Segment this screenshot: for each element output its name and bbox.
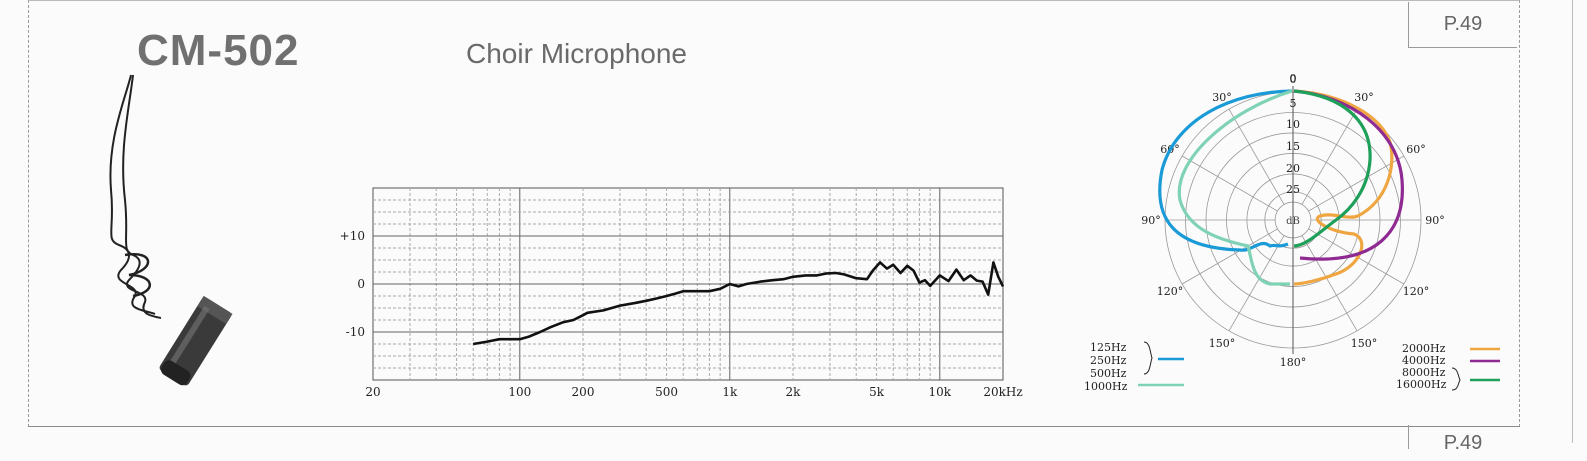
polar-curves <box>1158 89 1404 286</box>
mic-collar <box>197 295 233 325</box>
curve-2000hz <box>1293 89 1394 286</box>
model-number: CM-502 <box>137 26 300 75</box>
frequency-grid <box>372 187 1004 381</box>
cable-left <box>109 74 156 315</box>
angle-label: 150° <box>1351 337 1378 350</box>
mic-body <box>159 297 232 386</box>
polar-spoke <box>1308 228 1405 285</box>
db-label: dB <box>1286 216 1300 227</box>
page-number: P.49 <box>1408 2 1517 48</box>
legend-8000hz: 8000Hz <box>1402 366 1446 379</box>
polar-spoke <box>1301 108 1358 205</box>
angle-label: 120° <box>1157 285 1184 298</box>
angle-label: 90° <box>1425 214 1445 227</box>
angle-label: 150° <box>1209 337 1236 350</box>
cable-right <box>122 74 162 319</box>
x-tick-label: 1k <box>722 385 738 399</box>
radial-label: 15 <box>1286 140 1300 153</box>
angle-label: 30° <box>1354 91 1374 104</box>
x-tick-label: 200 <box>572 385 595 399</box>
microphone-image <box>109 74 233 386</box>
legend-125hz: 125Hz <box>1090 341 1127 354</box>
curve-125-500hz <box>1158 89 1293 252</box>
angle-label: 30° <box>1212 91 1232 104</box>
y-tick-label: +10 <box>340 229 365 243</box>
angle-label: 60° <box>1406 143 1426 156</box>
radial-label: 20 <box>1286 162 1300 175</box>
radial-label: 5 <box>1290 97 1297 110</box>
angle-label: 120° <box>1403 285 1430 298</box>
radial-label: 25 <box>1286 183 1300 196</box>
x-tick-label: 10k <box>929 385 952 399</box>
x-tick-label: 20 <box>365 385 380 399</box>
x-tick-label: 100 <box>508 385 531 399</box>
curve-1000hz <box>1177 89 1293 286</box>
angle-label: 0 <box>1290 72 1297 85</box>
x-tick-label: 20kHz <box>983 385 1022 399</box>
mic-head <box>161 360 191 386</box>
polar-pattern-chart: 030°30°60°60°90°90°120°120°150°150°180°0… <box>1084 72 1500 393</box>
polar-spoke <box>1228 108 1285 205</box>
radial-label: 10 <box>1286 118 1300 131</box>
cable-coil <box>124 252 152 298</box>
curve-4000hz <box>1293 89 1404 261</box>
legend-4000hz: 4000Hz <box>1402 354 1446 367</box>
x-tick-label: 5k <box>869 385 885 399</box>
response-curve <box>472 261 1005 346</box>
polar-legend: 125Hz 250Hz 500Hz 1000Hz 2000Hz 4000Hz 8… <box>1084 341 1500 393</box>
y-tick-labels: +10 0 -10 <box>340 229 365 339</box>
angle-label: 90° <box>1141 214 1161 227</box>
page-edge <box>1572 0 1573 443</box>
polar-grid <box>1164 86 1422 354</box>
x-tick-label: 2k <box>786 385 802 399</box>
frequency-response-chart: +10 0 -10 20 100 200 500 1k 2k 5k 10k 20kHz <box>340 187 1023 399</box>
legend-16000hz: 16000Hz <box>1396 378 1447 391</box>
x-tick-labels: 20 100 200 500 1k 2k 5k 10k 20kHz <box>365 385 1022 399</box>
legend-500hz: 500Hz <box>1090 367 1127 380</box>
product-name: Choir Microphone <box>466 38 687 69</box>
angle-label: 180° <box>1280 356 1307 369</box>
curve-8000-16000hz <box>1293 89 1372 248</box>
next-page-number: P.49 <box>1408 425 1517 454</box>
polar-labels: 030°30°60°60°90°90°120°120°150°150°180°0… <box>1141 72 1445 369</box>
y-tick-label: -10 <box>346 325 365 339</box>
polar-spoke <box>1181 228 1278 285</box>
legend-2000hz: 2000Hz <box>1402 342 1446 355</box>
radial-label: 0 <box>1290 73 1297 86</box>
x-tick-label: 500 <box>655 385 678 399</box>
polar-spoke <box>1301 235 1358 332</box>
polar-spoke <box>1308 155 1405 212</box>
legend-250hz: 250Hz <box>1090 354 1127 367</box>
legend-1000hz: 1000Hz <box>1084 380 1128 393</box>
polar-spoke <box>1181 155 1278 212</box>
sheet-border <box>28 0 1520 427</box>
polar-spoke <box>1228 235 1285 332</box>
y-tick-label: 0 <box>357 277 365 291</box>
